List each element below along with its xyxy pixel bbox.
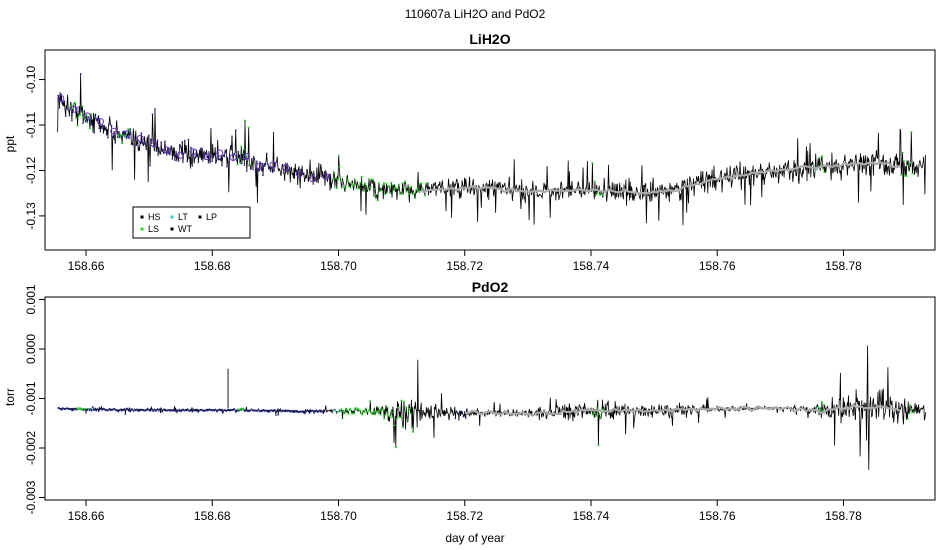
y-tick-label: -0.10	[24, 66, 38, 94]
series-marker	[282, 164, 290, 172]
series-marker	[203, 153, 211, 161]
x-tick-label: 158.74	[573, 259, 610, 273]
y-axis-label-pdo2: torr	[3, 388, 17, 406]
x-tick-label: 158.70	[320, 259, 357, 273]
series-marker	[189, 148, 197, 156]
series-marker	[242, 153, 250, 160]
y-tick-label: -0.11	[24, 111, 38, 138]
x-axis-label: day of year	[445, 531, 504, 545]
series-marker	[136, 134, 144, 142]
series-marker	[176, 151, 184, 159]
series-marker	[97, 118, 104, 126]
series-marker	[229, 153, 237, 161]
y-tick-label: 0.001	[24, 284, 38, 314]
panel-title-pdo2: PdO2	[472, 279, 509, 295]
y-tick-label: -0.12	[24, 156, 38, 184]
series-marker	[57, 94, 65, 102]
series-marker	[216, 149, 224, 157]
legend-swatch	[170, 215, 174, 219]
y-tick-label: 0.000	[24, 334, 38, 364]
legend-swatch	[198, 215, 202, 219]
x-tick-label: 158.72	[446, 509, 483, 523]
x-tick-label: 158.72	[446, 259, 483, 273]
legend-entry-label: WT	[178, 224, 192, 234]
series-marker	[256, 162, 264, 170]
legend-entry-label: LS	[148, 224, 159, 234]
x-tick-label: 158.66	[68, 509, 105, 523]
x-tick-label: 158.66	[68, 259, 105, 273]
y-tick-label: -0.13	[24, 202, 38, 230]
series-trace	[57, 345, 926, 470]
series-lt-points	[94, 116, 818, 189]
series-smoothed	[464, 403, 901, 417]
y-tick-label: -0.003	[24, 480, 38, 514]
panel-lih2o: LiH2O ppt 158.66 158.68 158.70 158.72 158.74…	[3, 31, 936, 273]
series-marker	[309, 175, 317, 183]
y-tick-label: -0.002	[24, 431, 38, 465]
series-marker	[110, 127, 118, 135]
series-marker	[83, 112, 91, 120]
x-tick-label: 158.78	[825, 259, 862, 273]
legend-swatch	[140, 215, 144, 219]
series-marker	[150, 140, 158, 147]
figure-title: 110607a LiH2O and PdO2	[405, 7, 546, 21]
y-axis-label-lih2o: ppt	[3, 135, 17, 152]
x-tick-label: 158.68	[194, 509, 231, 523]
series-trace	[57, 73, 926, 226]
x-tick-label: 158.74	[573, 509, 610, 523]
series-marker	[123, 130, 131, 138]
legend-entry-label: HS	[148, 212, 161, 222]
x-tick-label: 158.78	[825, 509, 862, 523]
plot-frame	[44, 296, 936, 501]
legend-swatch	[140, 227, 144, 231]
x-tick-label: 158.76	[699, 509, 736, 523]
y-tick-label: -0.001	[24, 381, 38, 415]
legend-box	[132, 206, 251, 239]
series-marker	[70, 105, 78, 113]
series-marker	[322, 173, 330, 181]
plot-frame	[44, 49, 936, 251]
panel-title-lih2o: LiH2O	[469, 31, 510, 47]
x-tick-label: 158.68	[194, 259, 231, 273]
legend-entry-label: LT	[178, 212, 188, 222]
series-marker	[269, 161, 277, 169]
series-marker	[295, 170, 303, 178]
legend-lih2o: HS LS LT WT LP	[132, 206, 251, 239]
panel-pdo2: PdO2 torr 158.66 158.68 158.70 158.72 158.74…	[3, 279, 936, 523]
series-ls-points	[76, 399, 914, 449]
series-smoothed	[420, 160, 901, 195]
x-tick-label: 158.76	[699, 259, 736, 273]
x-tick-label: 158.70	[320, 509, 357, 523]
legend-swatch	[170, 227, 174, 231]
series-marker	[163, 146, 171, 154]
series-early-points	[57, 73, 277, 176]
legend-entry-label: LP	[206, 212, 217, 222]
